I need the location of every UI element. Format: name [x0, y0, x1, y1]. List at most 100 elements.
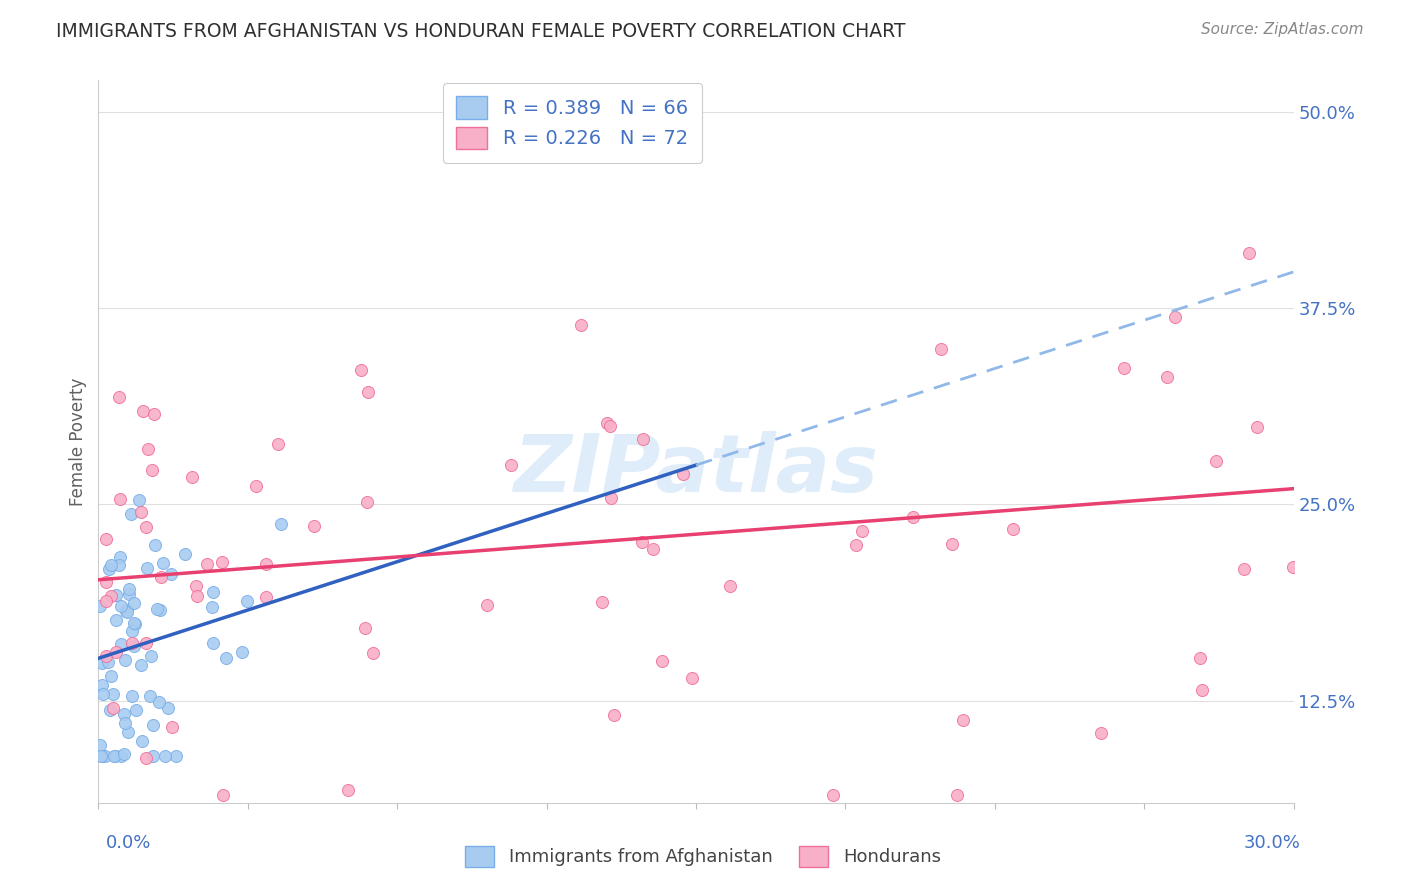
Point — [945, 788, 967, 802]
Point — [851, 524, 873, 538]
Point — [267, 437, 290, 451]
Point — [90, 748, 112, 763]
Point — [929, 342, 952, 356]
Text: 0.0%: 0.0% — [105, 834, 150, 852]
Point — [115, 603, 138, 617]
Point — [146, 602, 169, 616]
Point — [122, 616, 145, 631]
Point — [141, 463, 163, 477]
Point — [128, 492, 150, 507]
Point — [211, 788, 233, 802]
Point — [569, 318, 592, 332]
Point — [121, 624, 143, 639]
Point — [89, 599, 111, 613]
Point — [603, 707, 626, 722]
Point — [672, 467, 695, 481]
Point — [1002, 522, 1025, 536]
Point — [1237, 246, 1260, 260]
Point — [1205, 454, 1227, 468]
Point — [202, 585, 225, 599]
Point — [302, 519, 325, 533]
Point — [114, 653, 136, 667]
Point — [159, 566, 181, 581]
Point — [101, 701, 124, 715]
Point — [122, 639, 145, 653]
Point — [117, 605, 139, 619]
Point — [142, 718, 165, 732]
Point — [174, 547, 197, 561]
Point — [184, 579, 207, 593]
Point — [131, 657, 153, 672]
Point — [142, 407, 165, 421]
Point — [215, 651, 238, 665]
Point — [90, 748, 112, 763]
Point — [112, 747, 135, 761]
Point — [117, 725, 139, 739]
Point — [96, 574, 118, 589]
Point — [337, 783, 360, 797]
Point — [186, 590, 208, 604]
Point — [142, 748, 165, 763]
Point — [129, 505, 152, 519]
Point — [125, 703, 148, 717]
Point — [211, 555, 233, 569]
Point — [353, 621, 375, 635]
Point — [236, 594, 259, 608]
Point — [103, 748, 125, 763]
Point — [121, 689, 143, 703]
Legend: Immigrants from Afghanistan, Hondurans: Immigrants from Afghanistan, Hondurans — [458, 838, 948, 874]
Point — [96, 648, 118, 663]
Point — [254, 558, 277, 572]
Point — [149, 570, 172, 584]
Point — [108, 558, 131, 572]
Point — [201, 599, 224, 614]
Point — [135, 751, 157, 765]
Point — [823, 788, 845, 802]
Point — [1246, 420, 1268, 434]
Point — [96, 532, 118, 546]
Point — [1233, 562, 1256, 576]
Point — [599, 491, 621, 505]
Point — [952, 714, 974, 728]
Point — [1112, 361, 1135, 376]
Point — [117, 587, 139, 601]
Point — [245, 479, 267, 493]
Point — [1164, 310, 1187, 324]
Point — [231, 645, 253, 659]
Point — [160, 720, 183, 734]
Point — [136, 442, 159, 456]
Point — [145, 538, 167, 552]
Point — [115, 604, 138, 618]
Point — [94, 748, 117, 763]
Point — [681, 671, 703, 685]
Point — [132, 403, 155, 417]
Point — [641, 542, 664, 557]
Point — [98, 562, 121, 576]
Point — [108, 549, 131, 564]
Point — [91, 656, 114, 670]
Point — [1156, 370, 1178, 384]
Point — [138, 689, 160, 703]
Point — [108, 390, 131, 404]
Point — [121, 635, 143, 649]
Point — [596, 417, 619, 431]
Point — [1191, 683, 1213, 698]
Point — [100, 668, 122, 682]
Text: IMMIGRANTS FROM AFGHANISTAN VS HONDURAN FEMALE POVERTY CORRELATION CHART: IMMIGRANTS FROM AFGHANISTAN VS HONDURAN … — [56, 22, 905, 41]
Point — [591, 595, 613, 609]
Point — [599, 418, 621, 433]
Point — [361, 646, 384, 660]
Point — [720, 579, 742, 593]
Point — [152, 556, 174, 570]
Point — [108, 492, 131, 507]
Point — [1188, 651, 1211, 665]
Point — [357, 384, 380, 399]
Point — [350, 363, 373, 377]
Point — [845, 538, 868, 552]
Point — [122, 596, 145, 610]
Y-axis label: Female Poverty: Female Poverty — [69, 377, 87, 506]
Point — [91, 687, 114, 701]
Point — [105, 589, 128, 603]
Point — [135, 520, 157, 534]
Point — [202, 636, 225, 650]
